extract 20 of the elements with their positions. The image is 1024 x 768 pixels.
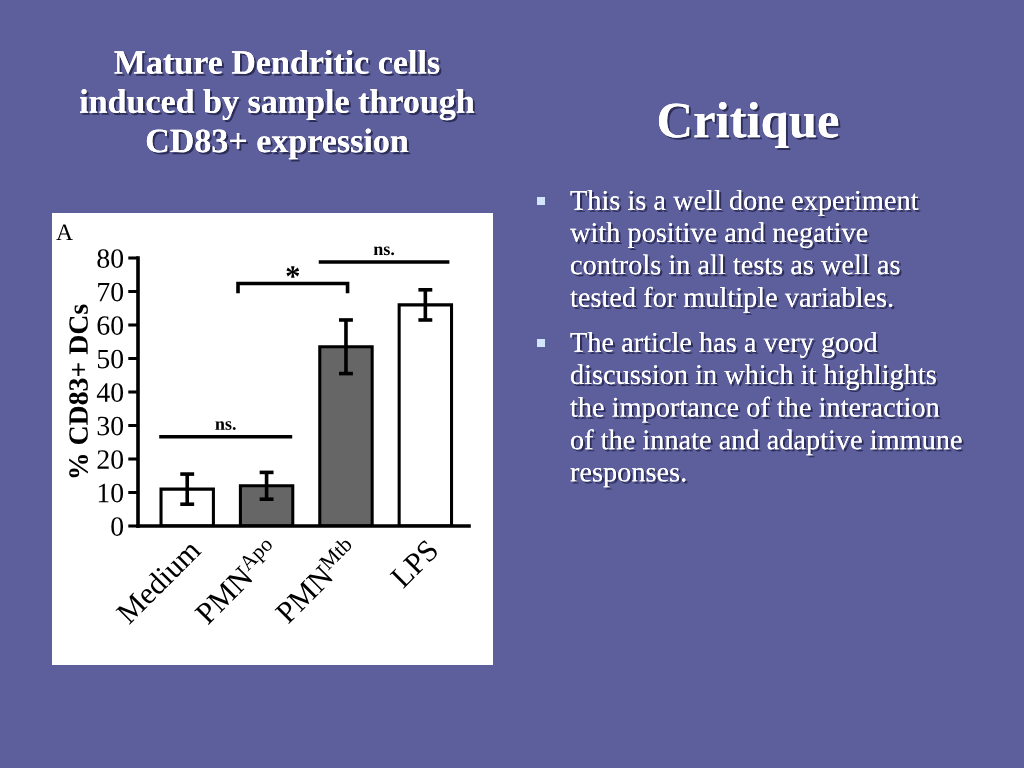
text: A — [56, 224, 73, 240]
chart-title: Mature Dendritic cells induced by sample through CD83+ expression — [79, 50, 477, 162]
text: This is a well done experiment with positive and negative controls in all tests as well as tested for multiple variables. — [570, 190, 921, 315]
text: Critique — [658, 102, 841, 151]
y-tick-label: 10 — [98, 483, 124, 503]
y-axis-title: % CD83+ DCs — [69, 304, 88, 478]
y-tick-label: 80 — [97, 249, 124, 268]
x-tick-label: LPS — [389, 539, 440, 589]
annotation: * — [286, 266, 300, 278]
y-tick-label: 0 — [111, 517, 124, 536]
text: The article has a very good discussion in which it highlights the importance of the interaction of the innate and adaptive immune responses. — [570, 332, 964, 490]
y-tick-label: 30 — [97, 416, 124, 436]
annotation: ns. — [215, 421, 236, 430]
y-tick-label: 70 — [98, 282, 124, 302]
y-tick-label: 20 — [97, 450, 124, 469]
x-tick-label: PMN$^{Mtb}$ — [274, 535, 353, 625]
y-tick-label: 50 — [97, 349, 124, 369]
y-tick-label: 60 — [97, 316, 124, 335]
y-tick-label: 40 — [96, 383, 124, 402]
text: ns. — [373, 246, 395, 256]
